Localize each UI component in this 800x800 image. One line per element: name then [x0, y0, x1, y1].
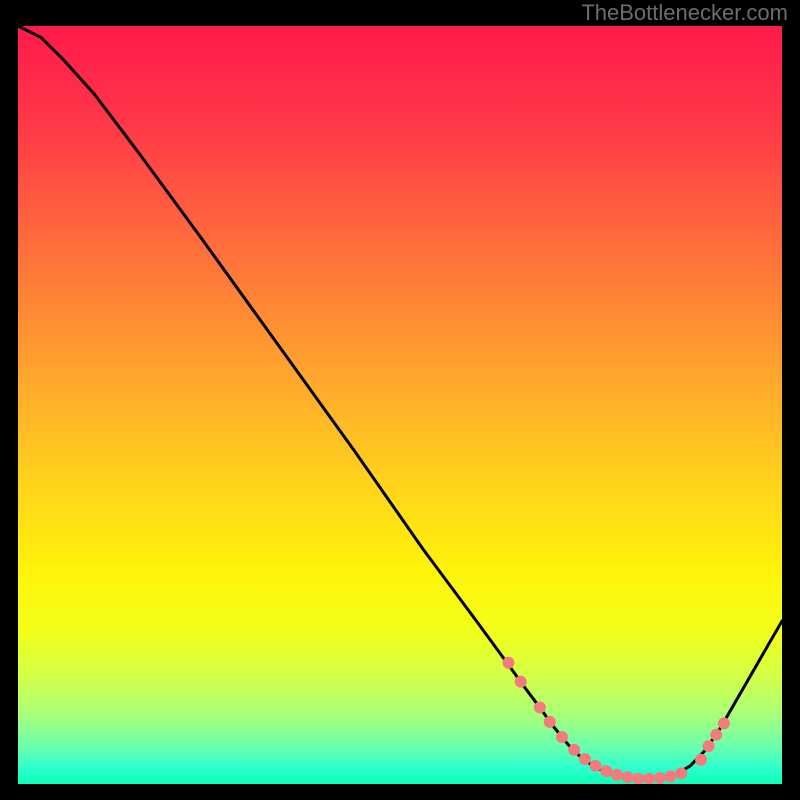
curve-marker: [633, 773, 644, 784]
curve-marker: [556, 732, 567, 743]
curve-marker: [665, 771, 676, 782]
bottleneck-curve: [18, 26, 782, 779]
curve-marker: [544, 716, 555, 727]
curve-marker: [711, 729, 722, 740]
curve-marker: [590, 760, 601, 771]
curve-marker: [569, 744, 580, 755]
curve-markers: [503, 657, 729, 784]
curve-marker: [534, 702, 545, 713]
curve-marker: [601, 766, 612, 777]
figure-root: TheBottlenecker.com: [0, 0, 800, 800]
curve-marker: [703, 741, 714, 752]
curve-marker: [503, 657, 514, 668]
curve-marker: [676, 768, 687, 779]
curve-marker: [718, 718, 729, 729]
curve-marker: [515, 676, 526, 687]
curve-marker: [696, 754, 707, 765]
curve-marker: [579, 753, 590, 764]
attribution-text: TheBottlenecker.com: [581, 0, 788, 26]
curve-marker: [611, 769, 622, 780]
curve-marker: [644, 773, 655, 784]
curve-marker: [622, 772, 633, 783]
curve-marker: [654, 772, 665, 783]
plot-area: [18, 26, 782, 784]
curve-layer: [18, 26, 782, 784]
